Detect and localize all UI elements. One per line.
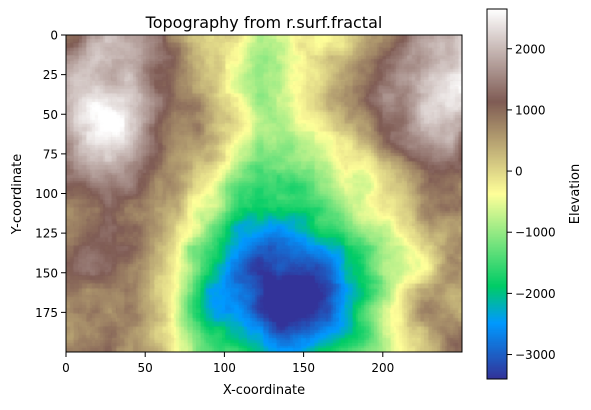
- colorbar-tick-label: 2000: [515, 42, 546, 56]
- y-tick-label: 0: [50, 29, 58, 43]
- y-tick-label: 50: [43, 108, 58, 122]
- colorbar-ticks: −3000 −2000 −1000 0 1000 2000: [507, 42, 556, 362]
- y-tick-label: 175: [35, 306, 58, 320]
- y-axis-ticks: 0 25 50 75 100 125 150 175: [35, 29, 66, 320]
- colorbar-tick-label: −2000: [515, 287, 556, 301]
- chart-title: Topography from r.surf.fractal: [145, 13, 383, 32]
- elevation-heatmap: [66, 35, 462, 352]
- colorbar-tick-label: 0: [515, 165, 523, 179]
- x-tick-label: 50: [138, 361, 153, 375]
- x-axis-label: X-coordinate: [223, 383, 305, 398]
- y-tick-label: 125: [35, 227, 58, 241]
- x-tick-label: 0: [62, 361, 70, 375]
- x-tick-label: 200: [371, 361, 394, 375]
- heatmap-area: [65, 34, 463, 353]
- y-axis-label: Y-coordinate: [10, 154, 25, 235]
- colorbar-gradient: [487, 9, 507, 379]
- colorbar-frame: [486, 8, 508, 380]
- x-axis-ticks: 0 50 100 150 200: [62, 352, 394, 375]
- y-tick-label: 25: [43, 68, 58, 82]
- y-tick-label: 150: [35, 266, 58, 280]
- colorbar-tick-label: −1000: [515, 226, 556, 240]
- x-tick-label: 150: [292, 361, 315, 375]
- y-tick-label: 100: [35, 187, 58, 201]
- colorbar: −3000 −2000 −1000 0 1000 2000 Elevation: [486, 8, 583, 380]
- x-tick-label: 100: [213, 361, 236, 375]
- colorbar-tick-label: −3000: [515, 348, 556, 362]
- y-tick-label: 75: [43, 147, 58, 161]
- colorbar-label: Elevation: [568, 164, 583, 224]
- colorbar-tick-label: 1000: [515, 103, 546, 117]
